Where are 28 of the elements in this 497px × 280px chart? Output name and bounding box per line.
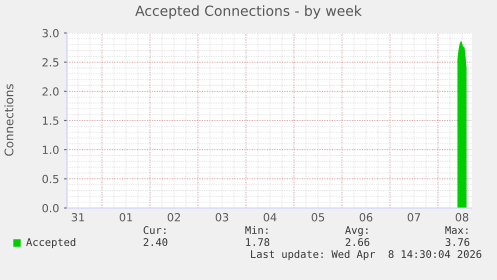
text: Last update: Wed Apr 8 14:30:04 2026 <box>251 250 482 260</box>
legend-label: Accepted <box>26 238 76 248</box>
y-axis-title: Connections <box>4 84 14 156</box>
x-tick-label: 05 <box>312 213 324 222</box>
text: Min: <box>245 226 268 234</box>
text: 3.76 <box>446 238 470 246</box>
x-tick-label: 02 <box>168 213 180 222</box>
text: Cur: <box>144 226 166 234</box>
x-tick-label: 08 <box>456 213 468 222</box>
y-tick-label: 2.5 <box>42 58 58 67</box>
x-tick-label: 04 <box>264 213 276 222</box>
x-tick-label: 31 <box>72 213 84 222</box>
text: 1.78 <box>246 238 270 246</box>
text: Max: <box>445 226 468 234</box>
x-tick-label: 06 <box>360 213 372 222</box>
chart-title: Accepted Connections - by week <box>135 5 362 19</box>
y-tick-label: 0.0 <box>42 204 59 212</box>
y-tick-label: 1.0 <box>42 146 59 154</box>
y-tick-label: 3.0 <box>42 28 59 38</box>
text: Avg: <box>345 226 368 236</box>
y-tick-label: 2.0 <box>42 87 59 96</box>
text: 2.40 <box>144 238 168 246</box>
x-tick-label: 01 <box>120 213 132 222</box>
x-tick-label: 03 <box>216 213 228 222</box>
y-tick-label: 1.5 <box>42 116 58 125</box>
text: 2.66 <box>346 238 370 246</box>
y-tick-label: 0.5 <box>42 174 58 184</box>
x-tick-label: 07 <box>408 213 420 222</box>
